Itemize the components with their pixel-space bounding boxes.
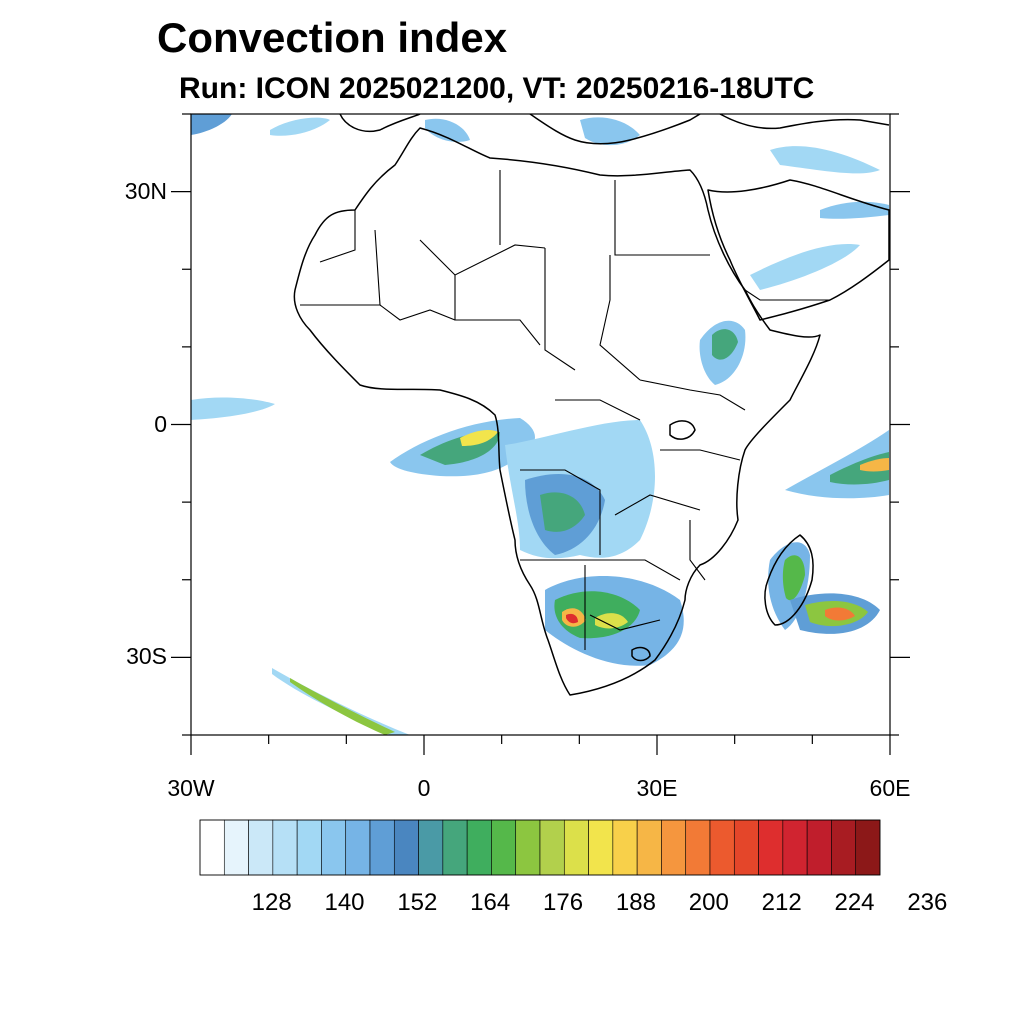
colorbar-frame — [199, 819, 881, 876]
colorbar-swatch — [563, 819, 589, 876]
country-borders — [300, 170, 830, 650]
shade-area — [770, 146, 880, 174]
colorbar-tick-label: 176 — [543, 889, 584, 916]
shade-area — [566, 613, 578, 624]
border-line — [589, 614, 661, 631]
coastlines — [293, 114, 890, 696]
border-line — [379, 304, 456, 321]
colorbar-swatch — [296, 819, 322, 876]
axis-ticks — [171, 113, 910, 755]
shade-area — [712, 329, 738, 360]
colorbar-swatch — [418, 819, 444, 876]
colorbar-swatch — [369, 819, 395, 876]
africa-coastline — [293, 127, 821, 696]
colorbar-tick-label: 236 — [907, 889, 948, 916]
shade-area — [290, 678, 395, 735]
europe-coast — [339, 114, 421, 132]
colorbar-swatch — [248, 819, 274, 876]
colorbar-swatch — [685, 819, 711, 876]
lon-tick-label: 60E — [869, 775, 911, 801]
colorbar-swatch — [321, 819, 347, 876]
shade-area — [782, 555, 805, 601]
colorbar-swatch — [855, 819, 881, 876]
colorbar-tick-label: 200 — [688, 889, 729, 916]
arabia-coast — [707, 179, 890, 321]
border-line — [419, 239, 546, 276]
colorbar-swatch — [515, 819, 541, 876]
colorbar-swatch — [393, 819, 419, 876]
colorbar-tick-label: 164 — [470, 889, 511, 916]
border-line — [744, 289, 830, 301]
shade-area — [750, 244, 860, 290]
lon-tick-label: 30E — [636, 775, 678, 801]
shade-area — [191, 114, 232, 135]
shade-area — [860, 458, 889, 472]
europe-coast — [719, 114, 890, 130]
border-line — [614, 180, 710, 256]
colorbar-tick-label: 128 — [251, 889, 292, 916]
colorbar — [199, 819, 881, 876]
lake-victoria — [669, 420, 696, 440]
colorbar-swatch — [806, 819, 832, 876]
map-title: Convection index — [157, 14, 508, 61]
shade-area — [191, 397, 275, 420]
border-line — [689, 520, 706, 581]
colorbar-tick-label: 212 — [761, 889, 802, 916]
shade-area — [540, 492, 585, 532]
lat-tick-label: 30S — [126, 643, 167, 670]
europe-coast — [529, 114, 701, 145]
lon-tick-label: 0 — [417, 775, 431, 801]
border-line — [454, 275, 541, 346]
shade-area — [825, 607, 855, 621]
colorbar-tick-label: 140 — [324, 889, 365, 916]
lake-lesotho — [631, 646, 651, 662]
lon-tick-label: 30W — [167, 775, 215, 801]
colorbar-tick-label: 224 — [834, 889, 875, 916]
colorbar-swatch — [733, 819, 759, 876]
colorbar-swatch — [345, 819, 371, 876]
colorbar-swatch — [588, 819, 614, 876]
map-subtitle: Run: ICON 2025021200, VT: 20250216-18UTC — [179, 72, 815, 105]
convection-shading — [191, 114, 889, 735]
colorbar-swatch — [612, 819, 638, 876]
colorbar-tick-label: 152 — [397, 889, 438, 916]
border-line — [544, 248, 576, 371]
colorbar-swatch — [539, 819, 565, 876]
border-line — [520, 559, 681, 581]
colorbar-swatch — [636, 819, 662, 876]
colorbar-swatch — [442, 819, 468, 876]
shade-area — [595, 613, 628, 629]
colorbar-swatch — [466, 819, 492, 876]
border-line — [599, 255, 641, 381]
colorbar-swatch — [782, 819, 808, 876]
shade-area — [820, 201, 889, 219]
colorbar-swatch — [709, 819, 735, 876]
border-line — [520, 469, 601, 555]
shade-area — [580, 117, 640, 146]
lat-tick-label: 30N — [124, 177, 167, 204]
colorbar-swatch — [758, 819, 784, 876]
shade-area — [425, 118, 470, 142]
border-line — [555, 399, 641, 421]
border-line — [639, 379, 746, 411]
colorbar-swatch — [199, 819, 225, 876]
shade-area — [270, 117, 330, 136]
map-frame — [190, 113, 891, 736]
colorbar-tick-label: 188 — [615, 889, 656, 916]
shade-area — [830, 452, 889, 485]
colorbar-swatch — [272, 819, 298, 876]
lat-tick-label: 0 — [154, 410, 167, 437]
border-line — [319, 210, 356, 263]
colorbar-swatch — [491, 819, 517, 876]
colorbar-swatch — [223, 819, 249, 876]
shade-area — [272, 668, 410, 735]
madagascar-coast — [764, 534, 814, 626]
colorbar-swatch — [661, 819, 687, 876]
border-line — [660, 449, 741, 461]
colorbar-swatch — [831, 819, 857, 876]
border-line — [614, 494, 701, 516]
shade-area — [460, 430, 498, 446]
